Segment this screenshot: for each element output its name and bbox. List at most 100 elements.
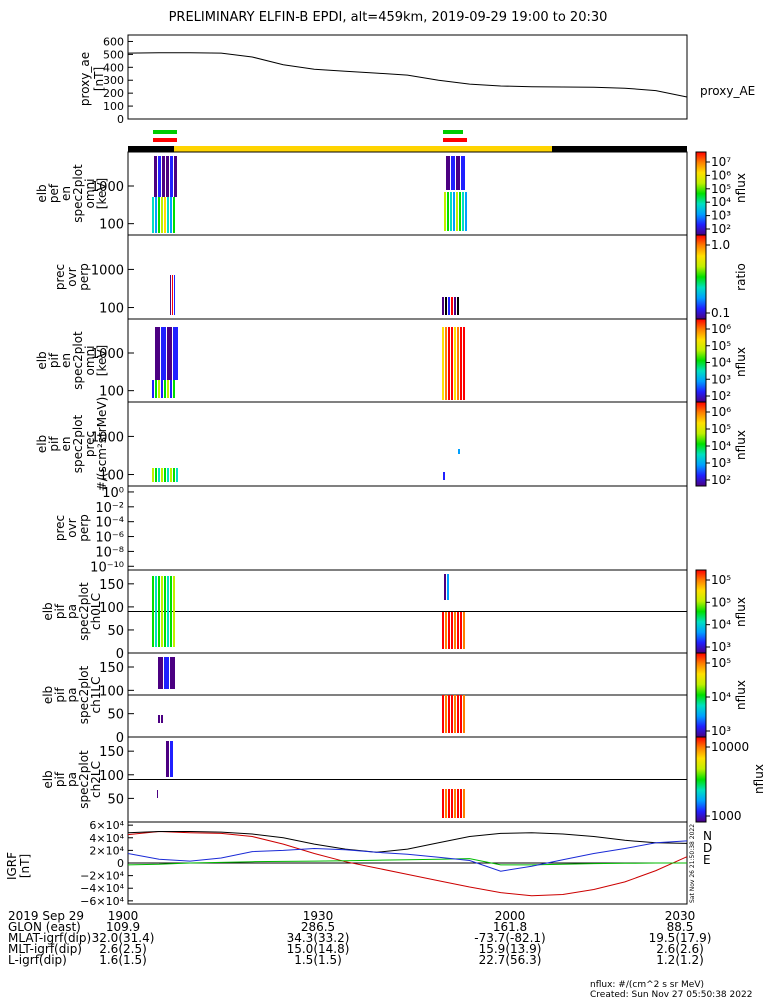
footer-cell: 15.9(13.9) <box>479 942 542 956</box>
ylabel-line: prec <box>83 431 97 457</box>
colorbar-bar <box>695 652 707 738</box>
ae-tick-label: 600 <box>103 35 124 48</box>
colorbar-tick-label: 10⁵ <box>711 573 731 587</box>
spec-mark <box>170 741 173 777</box>
ylabel-line: pif <box>47 352 61 368</box>
spec-mark <box>152 576 154 647</box>
ae-tick-label: 0 <box>117 113 124 126</box>
spec-mark <box>451 297 453 315</box>
tick-label: 100 <box>99 469 124 484</box>
igrf-tick-label: 2×10⁴ <box>89 844 124 857</box>
svg-text:proxy_ae: proxy_ae <box>78 52 92 106</box>
spec-mark <box>443 472 445 480</box>
footer-cell: 1.5(1.5) <box>294 953 342 967</box>
spec-mark <box>154 156 157 197</box>
spec-mark <box>158 156 161 197</box>
colorbar-tick-label: 10000 <box>711 740 749 754</box>
spec-mark <box>448 789 450 818</box>
colorbar-label: nflux <box>752 764 766 794</box>
colorbar-tick-label: 1.0 <box>711 238 730 252</box>
spec-mark <box>463 612 465 649</box>
spec-mark <box>164 576 166 647</box>
tick-label: 1000 <box>91 180 124 195</box>
footer-cell: 1930 <box>303 909 334 923</box>
zone-markers <box>128 130 687 152</box>
ylabel-line: pef <box>47 183 61 203</box>
spec-mark <box>164 380 166 398</box>
spec-mark <box>161 715 163 723</box>
ylabel-line: perp <box>77 263 91 291</box>
spec-mark <box>442 297 444 315</box>
units-note: nflux: #/(cm^2 s sr MeV) <box>590 980 704 990</box>
ylabel-line: prec <box>53 515 67 541</box>
tick-label: 0 <box>116 647 124 662</box>
ae-tick-label: 200 <box>103 87 124 100</box>
spec-mark <box>445 695 447 733</box>
spec-mark <box>158 657 163 689</box>
spec-mark <box>444 192 446 231</box>
spec-mark <box>457 327 459 400</box>
panel-frame <box>127 318 688 403</box>
spec-mark <box>161 327 166 380</box>
footer-cell: 15.0(14.8) <box>287 942 350 956</box>
footer-cell: GLON (east) <box>8 920 81 934</box>
tick-label: 100 <box>99 302 124 317</box>
panel-frame <box>127 401 688 487</box>
footer-cell: 2.6(2.5) <box>99 942 147 956</box>
spec-mark <box>447 574 449 600</box>
spec-mark <box>444 574 446 600</box>
tick-label: 1000 <box>91 263 124 278</box>
igrf-tick-label: 4×10⁴ <box>89 832 124 845</box>
spec-mark <box>155 576 157 647</box>
spec-mark <box>451 156 455 190</box>
spec-mark <box>158 576 160 647</box>
colorbar-label: nflux <box>734 597 748 627</box>
colorbar-tick-label: 10⁶ <box>711 322 731 336</box>
igrf-n-line <box>127 830 688 897</box>
tick-label: 50 <box>107 708 124 723</box>
tick-label: 10⁰ <box>102 486 124 501</box>
colorbar-tick-label: 10³ <box>711 372 731 386</box>
svg-text:[nT]: [nT] <box>92 67 106 91</box>
spec-mark <box>456 156 460 190</box>
spec-mark <box>164 657 169 689</box>
colorbar-tick-label: 10⁴ <box>711 356 731 370</box>
spec-mark <box>458 449 460 454</box>
spec-mark <box>462 192 464 231</box>
spec-mark <box>448 297 450 315</box>
spec-mark <box>170 657 175 689</box>
colorbar-tick-label: 10⁷ <box>711 155 731 169</box>
ae-tick-label: 100 <box>103 100 124 113</box>
svg-text:[nT]: [nT] <box>18 854 32 878</box>
proxy-ae-legend: proxy_AE <box>700 84 755 98</box>
spec-mark <box>152 197 154 233</box>
footer-cell: 161.8 <box>493 920 527 934</box>
igrf-tick-label: −2×10⁴ <box>80 870 124 883</box>
colorbar-tick-label: 10⁴ <box>711 195 731 209</box>
ylabel-line: spec2plot <box>77 665 91 724</box>
footer-cell: 2019 Sep 29 <box>8 909 84 923</box>
spec-mark <box>454 327 456 400</box>
ylabel-line: ch2LC <box>89 761 103 798</box>
spec-mark <box>447 192 449 231</box>
colorbar-bar <box>695 151 707 236</box>
spec-mark <box>167 576 169 647</box>
spec-mark <box>450 192 452 231</box>
spec-mark <box>173 380 175 398</box>
spec-mark <box>442 612 444 649</box>
spec-mark <box>460 789 462 818</box>
ae-tick-label: 500 <box>103 48 124 61</box>
colorbar-tick-label: 1000 <box>711 809 742 823</box>
spec-mark <box>162 156 165 197</box>
spec-mark <box>454 297 456 315</box>
tick-label: 50 <box>107 624 124 639</box>
ylabel-line: en <box>59 437 73 452</box>
